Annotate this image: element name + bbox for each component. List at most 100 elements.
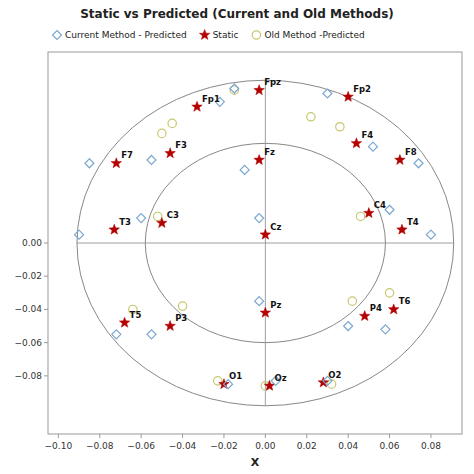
x-tick [389, 434, 390, 438]
point-label: P4 [370, 303, 382, 313]
point-circle [336, 123, 344, 131]
point-label: F4 [361, 130, 373, 140]
point-star [254, 154, 264, 164]
x-tick-label: −0.04 [169, 441, 197, 451]
point-circle [307, 113, 315, 121]
point-star [119, 317, 129, 327]
x-tick-label: 0.08 [421, 441, 441, 451]
point-star [395, 154, 405, 164]
point-label: Fp2 [353, 84, 371, 94]
point-label: F7 [121, 150, 133, 160]
point-star [260, 307, 270, 317]
point-star [359, 311, 369, 321]
y-tick-label: −0.06 [14, 338, 42, 348]
point-star [157, 218, 167, 228]
x-tick [306, 434, 307, 438]
point-star [364, 208, 374, 218]
point-diamond [112, 330, 121, 339]
x-tick-label: 0.04 [338, 441, 358, 451]
plot-frame [48, 52, 462, 434]
y-tick [44, 243, 48, 244]
y-tick [44, 309, 48, 310]
point-circle [168, 119, 176, 127]
series [109, 85, 407, 391]
point-diamond [414, 159, 423, 168]
x-tick-label: 0.00 [255, 441, 275, 451]
legend: Current Method - PredictedStaticOld Meth… [53, 30, 365, 41]
legend-symbol [199, 30, 209, 40]
x-tick [348, 434, 349, 438]
y-tick-label: −0.04 [14, 304, 42, 314]
y-tick-label: −0.08 [14, 371, 42, 381]
point-diamond [85, 159, 94, 168]
x-tick-label: −0.08 [86, 441, 114, 451]
point-diamond [255, 214, 264, 223]
point-star [165, 321, 175, 331]
point-circle [158, 129, 166, 137]
y-tick-label: 0.00 [22, 238, 42, 248]
point-label: Fpz [264, 77, 281, 87]
point-diamond [385, 205, 394, 214]
point-label: Fz [264, 147, 275, 157]
point-label: F8 [405, 147, 417, 157]
plot-area [75, 80, 454, 406]
point-circle [356, 212, 364, 220]
point-label: T6 [399, 296, 411, 306]
x-tick [223, 434, 224, 438]
point-label: T5 [130, 310, 142, 320]
x-tick [265, 434, 266, 438]
x-tick-label: 0.06 [380, 441, 400, 451]
y-tick-label: −0.02 [14, 271, 42, 281]
point-diamond [426, 230, 435, 239]
point-circle [178, 302, 186, 310]
point-star [264, 380, 274, 390]
x-tick [99, 434, 100, 438]
point-label: T3 [119, 217, 131, 227]
point-label: Oz [274, 373, 286, 383]
x-axis-label: X [251, 456, 260, 469]
legend-label: Static [213, 30, 239, 40]
point-label: Fp1 [202, 94, 220, 104]
point-label: O2 [328, 370, 341, 380]
point-diamond [75, 230, 84, 239]
point-circle [385, 289, 393, 297]
x-tick-label: −0.10 [45, 441, 73, 451]
x-tick-label: 0.02 [297, 441, 317, 451]
legend-symbol [53, 31, 62, 40]
point-label: Cz [270, 222, 281, 232]
x-tick [430, 434, 431, 438]
point-star [260, 229, 270, 239]
point-star [165, 148, 175, 158]
point-star [351, 138, 361, 148]
title: Static vs Predicted (Current and Old Met… [80, 7, 394, 21]
point-star [109, 224, 119, 234]
y-tick [44, 375, 48, 376]
legend-label: Current Method - Predicted [65, 30, 187, 40]
y-tick [44, 342, 48, 343]
point-diamond [255, 297, 264, 306]
point-diamond [137, 214, 146, 223]
x-tick-label: −0.02 [210, 441, 238, 451]
point-label: C3 [167, 210, 179, 220]
point-star [254, 85, 264, 95]
point-label: O1 [229, 371, 242, 381]
point-diamond [344, 322, 353, 331]
series [75, 84, 436, 389]
point-diamond [147, 330, 156, 339]
point-label: F3 [175, 140, 187, 150]
x-tick [182, 434, 183, 438]
y-tick [44, 276, 48, 277]
point-label: Pz [270, 300, 281, 310]
point-star [111, 158, 121, 168]
point-label: C4 [374, 200, 386, 210]
crosshair [77, 243, 454, 244]
point-diamond [240, 165, 249, 174]
legend-symbol [252, 31, 260, 39]
x-tick [58, 434, 59, 438]
x-tick-label: −0.06 [127, 441, 155, 451]
chart: Static vs Predicted (Current and Old Met… [0, 0, 474, 474]
point-star [397, 224, 407, 234]
series [129, 86, 394, 390]
x-tick [141, 434, 142, 438]
point-diamond [368, 142, 377, 151]
